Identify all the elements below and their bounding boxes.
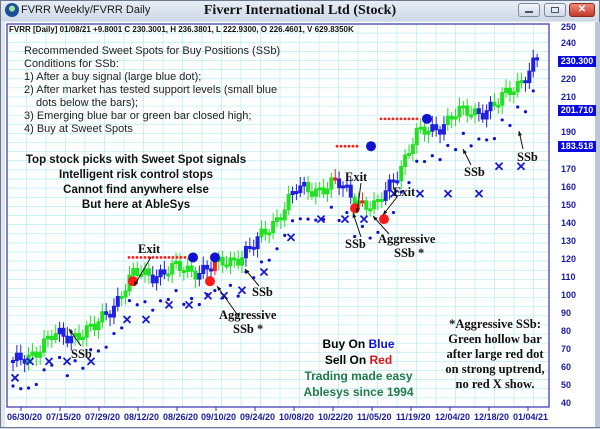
y-tick: 100 — [561, 290, 577, 300]
annotation-ssb-5: SSb — [517, 150, 538, 164]
buy-color-word: Blue — [368, 337, 395, 351]
y-tick: 190 — [561, 127, 577, 137]
annotation-aggressive-ssb-2: SSb * — [394, 246, 425, 260]
x-tick: 09/24/20 — [240, 412, 276, 422]
y-tick: 80 — [561, 326, 572, 336]
x-tick: 11/05/20 — [357, 412, 392, 422]
x-tick: 12/04/20 — [435, 412, 471, 422]
x-tick: 07/15/20 — [46, 412, 82, 422]
y-tick: 130 — [561, 236, 577, 246]
y-tick: 140 — [561, 218, 577, 228]
x-tick: 08/26/20 — [163, 412, 199, 422]
annotation-exit-3: Exit — [393, 185, 416, 199]
y-tick: 70 — [561, 344, 572, 354]
note-line-5: no red X show. — [455, 377, 535, 391]
sell-color-word: Red — [369, 353, 393, 367]
window-edge — [595, 22, 600, 427]
x-tick: 07/29/20 — [85, 412, 121, 422]
y-tick: 220 — [561, 74, 577, 84]
x-tick: 10/22/20 — [318, 412, 354, 422]
tagline-1: Trading made easy — [304, 369, 413, 383]
promo-line-1: Top stock picks with Sweet Spot signals — [25, 154, 247, 166]
window-title: FVRR Weekly/FVRR Daily — [21, 4, 151, 16]
annotation-aggressive-ssb-1: SSb * — [233, 322, 264, 336]
last-price-badge: 230.300 — [558, 56, 596, 67]
y-tick: 150 — [561, 200, 577, 210]
condition-4: 4) Buy at Sweet Spots — [24, 123, 133, 135]
x-tick: 12/18/20 — [474, 412, 510, 422]
x-tick: 01/04/21 — [513, 412, 549, 422]
recommendation-text: Recommended Sweet Spots for Buy Position… — [24, 45, 280, 136]
note-line-4: on strong uptrend, — [445, 362, 545, 376]
chart-title: Fiverr International Ltd (Stock) — [203, 3, 397, 18]
y-tick: 210 — [561, 92, 577, 102]
condition-2-cont: dots below the bars); — [36, 97, 139, 109]
close-button[interactable]: ✕ — [569, 3, 595, 17]
minimize-button[interactable] — [518, 3, 540, 17]
annotation-exit-2: Exit — [345, 170, 368, 184]
annotation-ssb-2: SSb — [252, 285, 273, 299]
promo-text: Top stock picks with Sweet Spot signals … — [1, 153, 271, 213]
buy-legend: Buy On Blue — [291, 336, 426, 352]
y-tick: 90 — [561, 308, 572, 318]
x-tick: 08/12/20 — [124, 412, 160, 422]
annotation-aggressive-1: Aggressive — [219, 308, 277, 322]
note-line-1: *Aggressive SSb: — [449, 317, 541, 331]
y-tick: 250 — [561, 22, 577, 32]
x-tick: 06/30/20 — [7, 412, 43, 422]
note-line-2: Green hollow bar — [448, 332, 542, 346]
aggressive-ssb-note: *Aggressive SSb: Green hollow bar after … — [435, 317, 555, 392]
annotation-aggressive-2: Aggressive — [378, 232, 436, 246]
tagline-2: Ablesys since 1994 — [303, 385, 414, 399]
annotation-exit-1: Exit — [138, 242, 161, 256]
level-badge-1: 201.710 — [558, 105, 596, 116]
y-tick: 110 — [561, 272, 576, 282]
y-tick: 50 — [561, 380, 572, 390]
y-tick: 120 — [561, 254, 577, 264]
maximize-button[interactable] — [544, 3, 566, 17]
annotation-ssb-4: SSb — [464, 165, 485, 179]
y-tick: 170 — [561, 164, 577, 174]
condition-1: 1) After a buy signal (large blue dot); — [24, 71, 202, 83]
x-tick: 10/08/20 — [279, 412, 315, 422]
x-tick: 09/10/20 — [201, 412, 237, 422]
conditions-label: Conditions for SSb: — [24, 58, 119, 70]
annotation-ssb-1: SSb — [71, 347, 92, 361]
promo-line-4: But here at AbleSys — [81, 199, 191, 211]
sell-prefix: Sell On — [324, 353, 370, 367]
buy-prefix: Buy On — [322, 337, 369, 351]
ohlc-info-line: FVRR [Daily] 01/08/21 +9.8001 C 230.3001… — [9, 25, 354, 34]
y-tick: 40 — [561, 398, 572, 408]
y-tick: 60 — [561, 362, 572, 372]
condition-3: 3) Emerging blue bar or green bar closed… — [24, 110, 252, 122]
title-bar: FVRR Weekly/FVRR Daily Fiverr Internatio… — [1, 1, 599, 21]
recommendation-title: Recommended Sweet Spots for Buy Position… — [24, 45, 281, 57]
buy-sell-legend: Buy On Blue Sell On Red Trading made eas… — [291, 336, 426, 400]
promo-line-3: Cannot find anywhere else — [63, 184, 209, 196]
level-badge-2: 183.518 — [558, 141, 596, 152]
note-line-3: after large red dot — [446, 347, 544, 361]
sell-legend: Sell On Red — [291, 352, 426, 368]
promo-line-2: Intelligent risk control stops — [59, 169, 213, 181]
x-tick: 11/19/20 — [396, 412, 431, 422]
condition-2: 2) After market has tested support level… — [24, 84, 278, 96]
annotation-ssb-3: SSb — [345, 237, 366, 251]
y-tick: 240 — [561, 38, 577, 48]
app-icon — [5, 3, 19, 17]
y-tick: 160 — [561, 182, 577, 192]
